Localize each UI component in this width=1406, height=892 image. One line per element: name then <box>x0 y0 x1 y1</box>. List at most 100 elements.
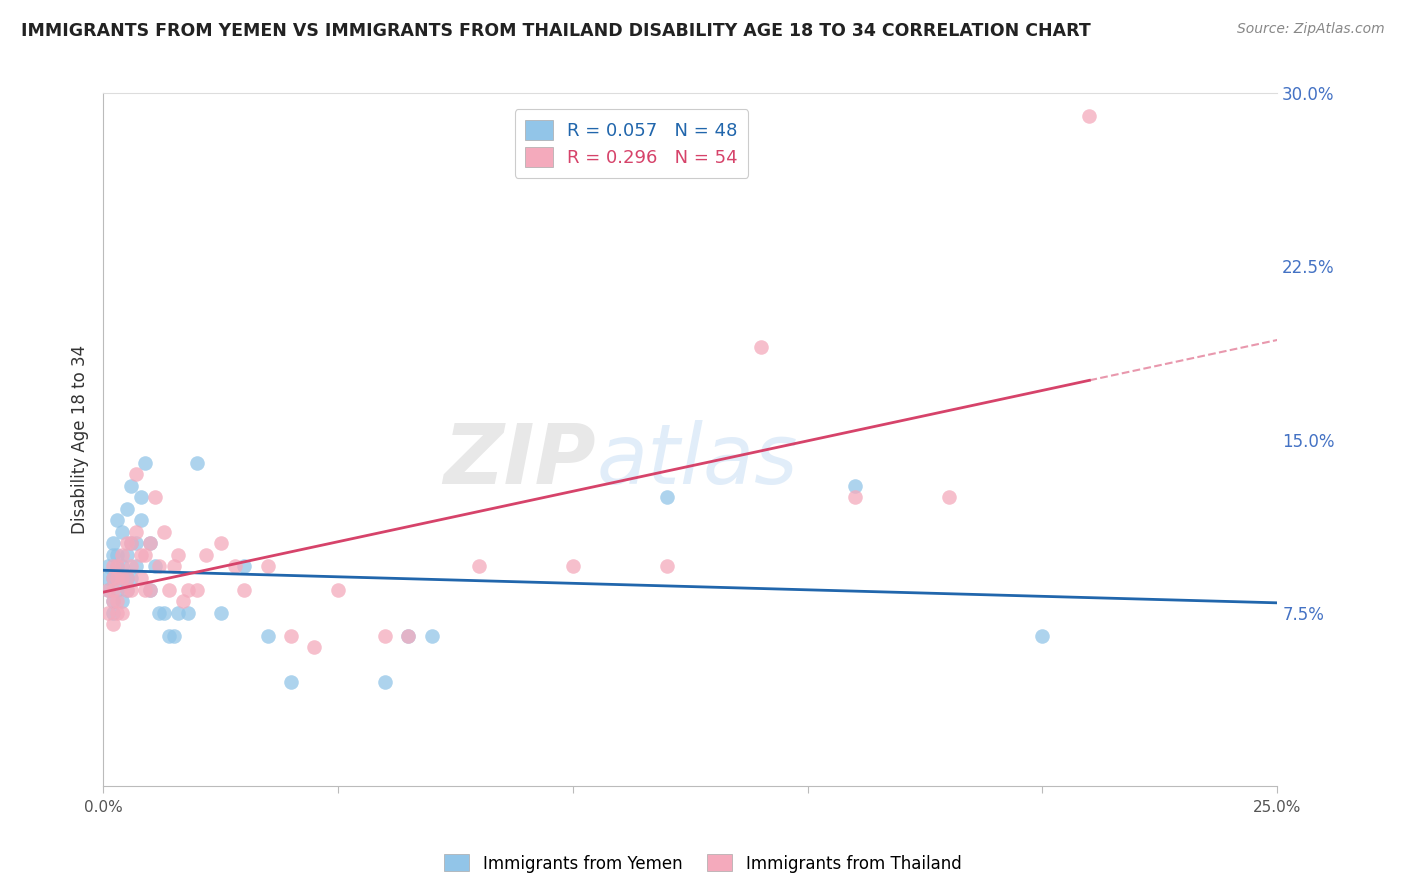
Point <box>129 490 152 504</box>
Point <box>115 582 138 597</box>
Point <box>655 559 678 574</box>
Point <box>129 513 152 527</box>
Text: IMMIGRANTS FROM YEMEN VS IMMIGRANTS FROM THAILAND DISABILITY AGE 18 TO 34 CORREL: IMMIGRANTS FROM YEMEN VS IMMIGRANTS FROM… <box>21 22 1091 40</box>
Point <box>280 674 302 689</box>
Point <box>105 571 128 585</box>
Point <box>186 456 208 470</box>
Point <box>120 571 142 585</box>
Point <box>97 606 120 620</box>
Point <box>280 629 302 643</box>
Point <box>134 456 156 470</box>
Point <box>101 548 124 562</box>
Point <box>115 536 138 550</box>
Point <box>420 629 443 643</box>
Point <box>111 559 134 574</box>
Point <box>101 594 124 608</box>
Point <box>162 629 184 643</box>
Point <box>139 582 162 597</box>
Point <box>111 571 134 585</box>
Point <box>105 513 128 527</box>
Y-axis label: Disability Age 18 to 34: Disability Age 18 to 34 <box>72 345 89 534</box>
Point <box>209 606 232 620</box>
Point <box>148 606 170 620</box>
Point <box>105 548 128 562</box>
Point <box>115 571 138 585</box>
Point <box>101 594 124 608</box>
Point <box>101 606 124 620</box>
Point <box>101 536 124 550</box>
Point <box>256 629 278 643</box>
Point <box>111 606 134 620</box>
Point <box>1031 629 1053 643</box>
Point <box>115 571 138 585</box>
Point <box>111 571 134 585</box>
Point <box>153 606 176 620</box>
Point <box>120 559 142 574</box>
Point <box>167 548 190 562</box>
Text: Source: ZipAtlas.com: Source: ZipAtlas.com <box>1237 22 1385 37</box>
Point <box>1078 110 1101 124</box>
Point <box>143 490 166 504</box>
Point <box>134 582 156 597</box>
Point <box>749 340 772 354</box>
Point <box>129 548 152 562</box>
Point <box>111 548 134 562</box>
Point <box>125 524 148 539</box>
Point <box>97 582 120 597</box>
Point <box>97 571 120 585</box>
Point <box>844 478 866 492</box>
Point <box>125 467 148 482</box>
Point <box>561 559 583 574</box>
Point <box>374 674 396 689</box>
Point <box>105 559 128 574</box>
Point <box>326 582 349 597</box>
Point <box>396 629 419 643</box>
Point <box>938 490 960 504</box>
Point <box>101 582 124 597</box>
Point <box>120 536 142 550</box>
Text: atlas: atlas <box>596 420 797 500</box>
Point <box>233 559 256 574</box>
Point <box>101 559 124 574</box>
Point <box>157 582 180 597</box>
Point <box>115 548 138 562</box>
Point <box>115 501 138 516</box>
Point <box>374 629 396 643</box>
Point <box>176 582 198 597</box>
Point <box>97 559 120 574</box>
Point <box>101 571 124 585</box>
Point <box>844 490 866 504</box>
Point <box>153 524 176 539</box>
Point <box>105 606 128 620</box>
Point <box>101 571 124 585</box>
Point <box>396 629 419 643</box>
Point <box>304 640 326 655</box>
Point <box>139 536 162 550</box>
Point <box>186 582 208 597</box>
Point <box>195 548 218 562</box>
Point <box>256 559 278 574</box>
Point <box>468 559 491 574</box>
Point <box>125 559 148 574</box>
Point <box>655 490 678 504</box>
Point <box>120 536 142 550</box>
Legend: R = 0.057   N = 48, R = 0.296   N = 54: R = 0.057 N = 48, R = 0.296 N = 54 <box>515 110 748 178</box>
Text: ZIP: ZIP <box>444 420 596 500</box>
Point <box>129 571 152 585</box>
Point <box>97 582 120 597</box>
Point <box>120 582 142 597</box>
Point <box>101 617 124 632</box>
Point <box>143 559 166 574</box>
Point <box>233 582 256 597</box>
Point <box>111 524 134 539</box>
Point <box>111 594 134 608</box>
Point <box>125 536 148 550</box>
Point <box>162 559 184 574</box>
Point <box>139 582 162 597</box>
Point <box>134 548 156 562</box>
Point <box>105 594 128 608</box>
Point <box>139 536 162 550</box>
Point <box>176 606 198 620</box>
Legend: Immigrants from Yemen, Immigrants from Thailand: Immigrants from Yemen, Immigrants from T… <box>437 847 969 880</box>
Point <box>148 559 170 574</box>
